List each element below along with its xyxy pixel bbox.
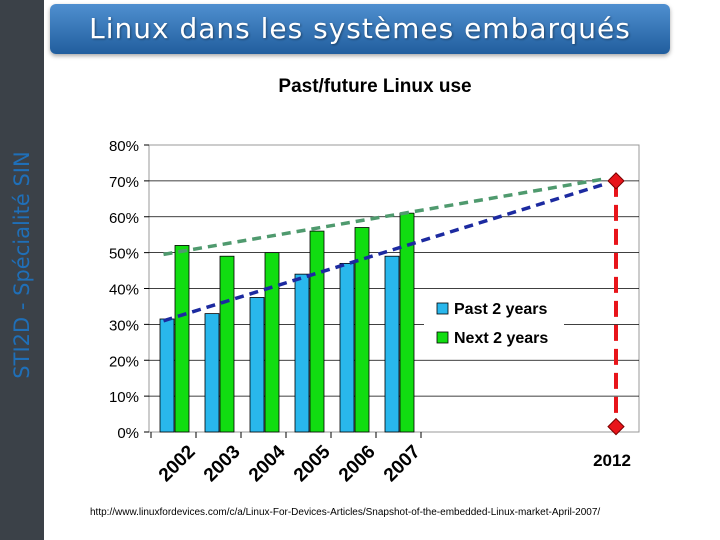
x-tick-label: 2007 <box>380 441 425 486</box>
chart: Past/future Linux use 0% 10% 20% 30% 40% 50% 6… <box>109 76 640 486</box>
x-tick-label: 2005 <box>290 441 335 486</box>
bar-past <box>339 262 355 433</box>
legend-swatch-past <box>436 302 449 315</box>
bar-next <box>399 212 415 433</box>
x-tick-label: 2003 <box>200 441 245 486</box>
slide-title: Linux dans les systèmes embarqués <box>89 12 631 45</box>
x-tick-label: 2002 <box>155 441 200 486</box>
past-trend-line <box>162 182 605 323</box>
side-label: STI2D - Spécialité SIN <box>10 151 34 379</box>
bar-past <box>159 318 175 433</box>
bar-next <box>174 245 190 433</box>
source-url[interactable]: http://www.linuxfordevices.com/c/a/Linux… <box>90 507 601 518</box>
legend-swatch-next <box>436 331 449 344</box>
x-tick-label-2012: 2012 <box>593 451 631 470</box>
y-tick-label: 60% <box>109 210 139 227</box>
bar-next <box>264 252 280 433</box>
projection-low-marker <box>607 417 625 436</box>
bar-past <box>294 273 310 433</box>
y-tick-label: 20% <box>109 353 139 370</box>
left-sidebar <box>0 0 44 540</box>
y-tick-label: 80% <box>109 138 139 155</box>
bar-past <box>384 255 400 433</box>
projection-high-marker <box>607 172 625 190</box>
y-tick-label: 10% <box>109 389 139 406</box>
bar-next <box>309 230 325 433</box>
y-tick-label: 40% <box>109 282 139 299</box>
y-tick-label: 50% <box>109 246 139 263</box>
y-tick-label: 70% <box>109 174 139 191</box>
x-tick-label: 2006 <box>335 441 380 486</box>
y-tick-label: 30% <box>109 317 139 334</box>
bar-past <box>249 297 265 433</box>
chart-title: Past/future Linux use <box>278 76 471 97</box>
x-tick-label: 2004 <box>245 441 290 486</box>
legend-label-next: Next 2 years <box>454 330 548 347</box>
title-banner <box>50 4 670 54</box>
bar-past <box>204 313 220 433</box>
bar-next <box>354 227 370 433</box>
y-tick-label: 0% <box>117 425 139 442</box>
bar-next <box>219 255 235 433</box>
legend-label-past: Past 2 years <box>454 301 548 318</box>
